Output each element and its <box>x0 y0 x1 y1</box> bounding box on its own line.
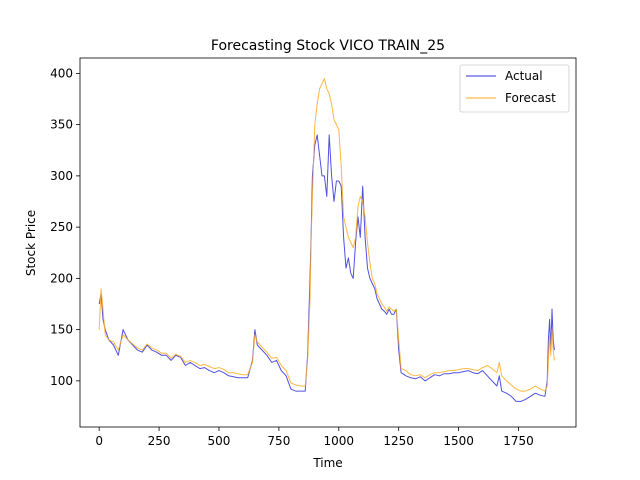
legend-box <box>459 64 570 113</box>
x-tick-label: 750 <box>267 434 290 448</box>
series-line-actual <box>98 134 555 402</box>
x-tick-label: 1500 <box>443 434 474 448</box>
plot-area <box>98 78 555 402</box>
y-tick-label: 100 <box>50 374 73 388</box>
y-tick-label: 200 <box>50 271 73 285</box>
y-tick-label: 400 <box>50 66 73 80</box>
y-tick-label: 250 <box>50 220 73 234</box>
y-tick-label: 350 <box>50 118 73 132</box>
legend-label-actual: Actual <box>505 69 543 83</box>
x-tick-label: 1000 <box>324 434 355 448</box>
x-tick-label: 0 <box>95 434 103 448</box>
legend: Actual Forecast <box>459 64 570 113</box>
x-axis: 0 250 500 750 1000 1250 1500 1750 <box>95 427 534 448</box>
legend-label-forecast: Forecast <box>505 91 556 105</box>
x-tick-label: 1750 <box>503 434 534 448</box>
y-axis-title: Stock Price <box>24 210 38 276</box>
x-tick-label: 1250 <box>383 434 414 448</box>
x-tick-label: 250 <box>148 434 171 448</box>
x-axis-title: Time <box>312 456 342 470</box>
x-tick-label: 500 <box>208 434 231 448</box>
y-axis: 100 150 200 250 300 350 400 <box>50 66 80 388</box>
y-tick-label: 300 <box>50 169 73 183</box>
y-tick-label: 150 <box>50 323 73 337</box>
plot-frame <box>79 57 577 428</box>
chart-title: Forecasting Stock VICO TRAIN_25 <box>211 38 445 54</box>
series-line-forecast <box>98 78 555 392</box>
